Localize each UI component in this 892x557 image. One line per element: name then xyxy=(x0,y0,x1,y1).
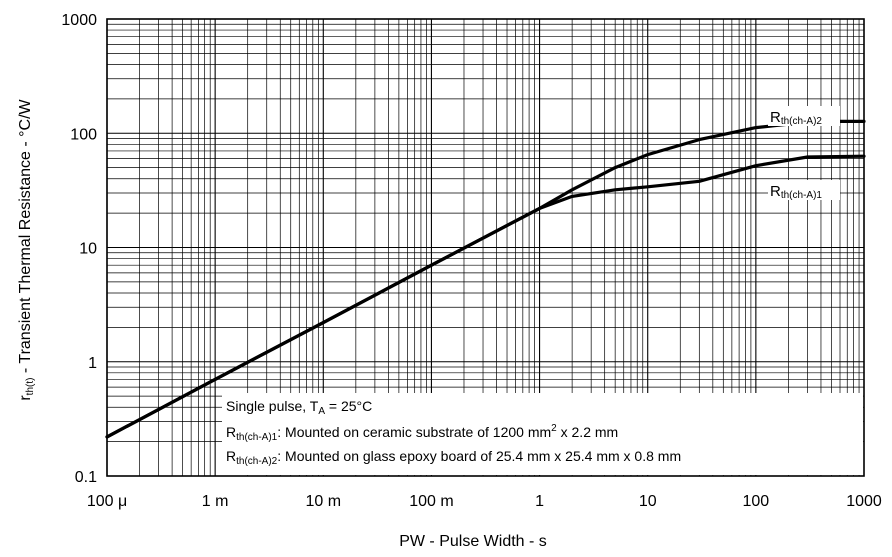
series-lines xyxy=(105,119,866,439)
x-tick-label: 1 xyxy=(535,493,544,510)
x-axis-label: PW - Pulse Width - s xyxy=(399,533,547,550)
series-label-rth2: Rth(ch-A)2 xyxy=(770,109,822,127)
y-tick-label: 1000 xyxy=(61,12,97,29)
series-label-1-bg xyxy=(768,180,840,200)
x-tick-label: 100 μ xyxy=(87,493,127,510)
note-single-pulse: Single pulse, TA = 25°C xyxy=(226,398,372,417)
x-tick-label: 1 m xyxy=(202,493,229,510)
y-tick-label: 1 xyxy=(88,355,97,372)
y-tick-label: 0.1 xyxy=(75,469,97,486)
series-label-2-bg xyxy=(768,106,840,126)
x-tick-label: 100 m xyxy=(409,493,453,510)
x-tick-labels: 100 μ 1 m 10 m 100 m 1 10 100 1000 xyxy=(87,493,882,510)
x-tick-label: 10 m xyxy=(305,493,341,510)
x-tick-label: 10 xyxy=(639,493,657,510)
x-tick-label: 100 xyxy=(743,493,770,510)
y-tick-label: 100 xyxy=(70,126,97,143)
note-rth1-mounting: Rth(ch-A)1: Mounted on ceramic substrate… xyxy=(226,423,618,443)
y-axis-label: rth(t) - Transient Thermal Resistance - … xyxy=(17,98,36,400)
note-box xyxy=(222,393,863,475)
plot-frame xyxy=(106,18,865,477)
series-label-rth1: Rth(ch-A)1 xyxy=(770,183,822,201)
x-tick-label: 1000 xyxy=(846,493,882,510)
y-tick-labels: 0.1 1 10 100 1000 xyxy=(61,12,97,486)
note-rth2-mounting: Rth(ch-A)2: Mounted on glass epoxy board… xyxy=(226,448,681,467)
y-tick-label: 10 xyxy=(79,241,97,258)
